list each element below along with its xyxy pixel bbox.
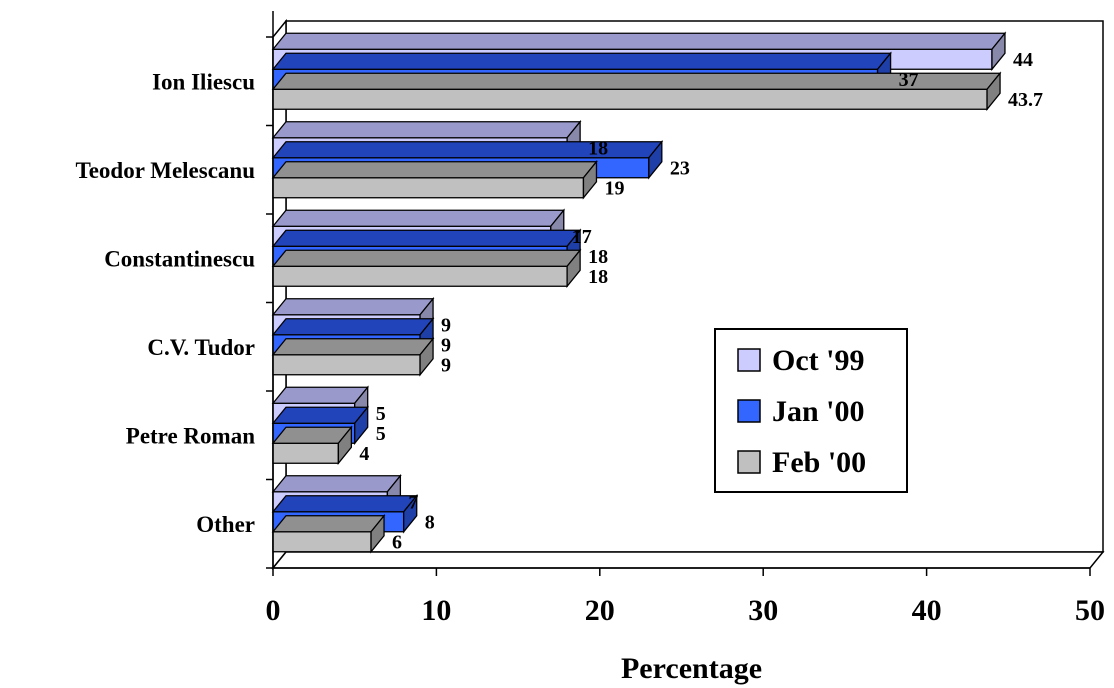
bar-end — [419, 336, 434, 377]
bar-top — [271, 121, 582, 139]
data-label-teodor-melescanu-jan-00: 23 — [670, 157, 690, 179]
bar-top — [271, 249, 582, 267]
data-label-ion-iliescu-feb-00: 43.7 — [1008, 89, 1043, 111]
legend-swatch-feb-00 — [737, 450, 761, 474]
data-label-ion-iliescu-jan-00: 37 — [899, 69, 919, 91]
bar-end — [582, 159, 598, 200]
bar-layer — [271, 31, 1007, 554]
data-label-constantinescu-jan-00: 18 — [588, 246, 608, 268]
bar-c-v-tudor-feb-00 — [271, 336, 435, 377]
x-tick-label-40: 40 — [912, 594, 942, 627]
data-label-other-feb-00: 6 — [392, 531, 402, 553]
x-tick-label-20: 20 — [585, 594, 615, 627]
bar-end — [991, 31, 1006, 72]
bar-top — [271, 475, 402, 493]
x-tick-label-30: 30 — [748, 594, 778, 627]
category-label-c-v-tudor: C.V. Tudor — [147, 335, 255, 360]
bar-constantinescu-feb-00 — [271, 248, 582, 289]
bar-top — [271, 406, 370, 424]
bar-top — [271, 318, 435, 336]
data-label-constantinescu-oct-99: 17 — [572, 226, 592, 248]
bar-end — [370, 513, 385, 554]
bar-front — [272, 177, 585, 199]
data-label-petre-roman-oct-99: 5 — [376, 403, 386, 425]
bar-end — [986, 71, 1001, 112]
category-label-ion-iliescu: Ion Iliescu — [152, 69, 255, 94]
axes-layer: Ion Iliescu Teodor Melescanu Constantinesc… — [75, 11, 1105, 685]
bar-other-feb-00 — [271, 513, 386, 554]
legend-swatch-oct-99 — [737, 348, 761, 372]
bar-top — [271, 338, 435, 356]
legend-swatch-jan-00 — [737, 399, 761, 423]
data-label-c-v-tudor-oct-99: 9 — [441, 314, 451, 336]
data-label-teodor-melescanu-feb-00: 19 — [604, 177, 624, 199]
bar-end — [354, 405, 369, 446]
data-label-ion-iliescu-oct-99: 44 — [1013, 49, 1033, 71]
x-axis-title: Percentage — [621, 652, 762, 685]
bar-top — [271, 32, 1007, 50]
data-label-petre-roman-jan-00: 5 — [376, 423, 386, 445]
data-label-teodor-melescanu-oct-99: 18 — [588, 137, 608, 159]
bar-end — [403, 493, 418, 534]
bar-end — [648, 139, 663, 180]
bar-top — [271, 52, 892, 70]
data-label-constantinescu-feb-00: 18 — [588, 266, 608, 288]
bar-top — [271, 386, 370, 404]
bar-end — [566, 248, 581, 289]
data-label-c-v-tudor-feb-00: 9 — [441, 354, 451, 376]
bar-front — [272, 442, 340, 464]
bar-end — [337, 425, 353, 466]
legend-label-oct-99: Oct '99 — [772, 344, 864, 377]
category-label-other: Other — [196, 512, 255, 537]
bar-front — [272, 354, 421, 376]
bar-ion-iliescu-feb-00 — [271, 71, 1002, 112]
bar-top — [271, 298, 435, 316]
bar-front — [272, 531, 372, 553]
data-label-other-jan-00: 8 — [425, 511, 435, 533]
legend-label-jan-00: Jan '00 — [772, 395, 865, 428]
bar-top — [271, 495, 419, 513]
floor — [271, 551, 1105, 569]
bar-top — [271, 209, 566, 227]
data-label-c-v-tudor-jan-00: 9 — [441, 334, 451, 356]
bar-front — [272, 88, 988, 110]
legend: Oct '99 Jan '00 Feb '00 — [714, 328, 908, 493]
bar-top — [271, 229, 582, 247]
bar-top — [271, 72, 1002, 90]
category-label-teodor-melescanu: Teodor Melescanu — [75, 158, 255, 183]
bar-top — [271, 515, 386, 533]
x-tick-label-10: 10 — [421, 594, 451, 627]
x-tick-label-50: 50 — [1075, 594, 1105, 627]
bar-top — [271, 161, 598, 179]
data-label-petre-roman-feb-00: 4 — [359, 443, 369, 465]
category-label-constantinescu: Constantinescu — [104, 246, 255, 271]
bar-petre-roman-feb-00 — [271, 425, 353, 466]
bar-front — [272, 265, 568, 287]
legend-label-feb-00: Feb '00 — [772, 446, 866, 479]
data-label-other-oct-99: 7 — [408, 491, 418, 513]
x-tick-label-0: 0 — [266, 594, 281, 627]
category-label-petre-roman: Petre Roman — [126, 423, 255, 448]
bar-teodor-melescanu-feb-00 — [271, 159, 598, 200]
